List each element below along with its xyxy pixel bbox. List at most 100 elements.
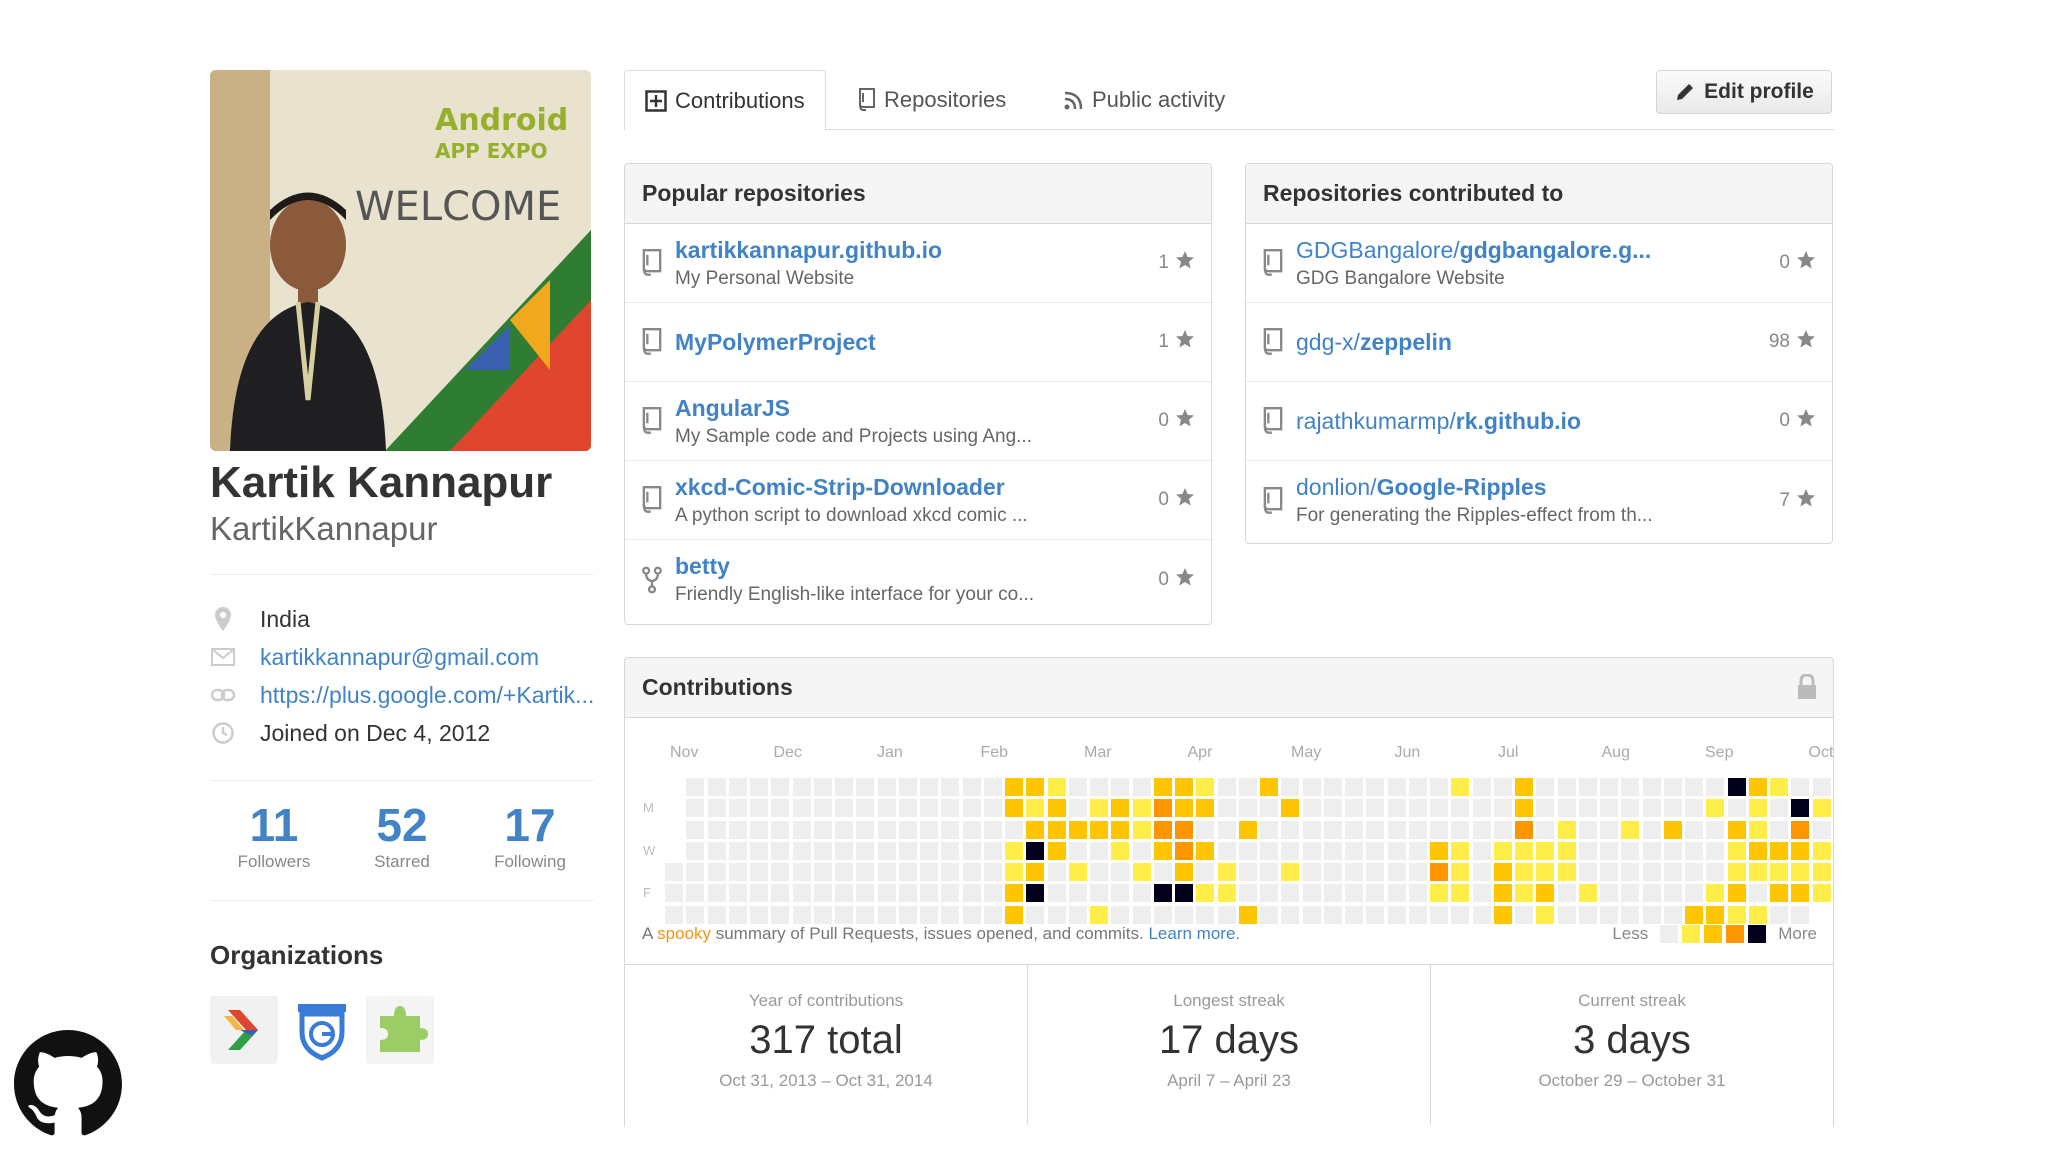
contribution-day[interactable]	[1026, 905, 1045, 924]
contribution-day[interactable]	[1557, 841, 1576, 860]
contribution-day[interactable]	[1090, 778, 1108, 796]
contribution-day[interactable]	[1812, 841, 1831, 860]
contribution-day[interactable]	[835, 905, 853, 924]
contribution-day[interactable]	[728, 841, 747, 860]
contribution-day[interactable]	[1302, 884, 1321, 903]
contribution-day[interactable]	[1323, 820, 1342, 839]
contribution-day[interactable]	[1260, 863, 1278, 881]
contribution-day[interactable]	[1260, 841, 1278, 860]
contribution-day[interactable]	[1175, 884, 1193, 903]
contribution-day[interactable]	[1706, 841, 1725, 860]
contribution-day[interactable]	[771, 841, 790, 860]
contribution-day[interactable]	[792, 778, 811, 796]
contribution-day[interactable]	[707, 863, 726, 881]
contribution-day[interactable]	[1196, 841, 1215, 860]
contribution-day[interactable]	[983, 820, 1002, 839]
contribution-day[interactable]	[1153, 778, 1172, 796]
contribution-day[interactable]	[1068, 905, 1087, 924]
contribution-day[interactable]	[665, 884, 683, 903]
contribution-day[interactable]	[1387, 799, 1406, 818]
contribution-day[interactable]	[728, 863, 747, 881]
contribution-day[interactable]	[728, 905, 747, 924]
contribution-day[interactable]	[1430, 863, 1448, 881]
contribution-day[interactable]	[941, 778, 960, 796]
contribution-day[interactable]	[1578, 863, 1597, 881]
contribution-day[interactable]	[1748, 863, 1767, 881]
contribution-day[interactable]	[1132, 863, 1151, 881]
contribution-day[interactable]	[1430, 841, 1448, 860]
contribution-day[interactable]	[1323, 778, 1342, 796]
org-avatar-gdg-shield[interactable]	[288, 996, 356, 1064]
contribution-day[interactable]	[1451, 799, 1470, 818]
contribution-day[interactable]	[1111, 841, 1130, 860]
repo-link[interactable]: xkcd-Comic-Strip-Downloader	[675, 474, 1211, 501]
contribution-day[interactable]	[1451, 778, 1470, 796]
contribution-day[interactable]	[1238, 905, 1257, 924]
contribution-day[interactable]	[1111, 778, 1130, 796]
contribution-day[interactable]	[1557, 820, 1576, 839]
contribution-day[interactable]	[1451, 863, 1470, 881]
repo-row[interactable]: xkcd-Comic-Strip-Downloader A python scri…	[625, 461, 1211, 540]
contribution-day[interactable]	[1068, 799, 1087, 818]
contribution-day[interactable]	[1196, 799, 1215, 818]
contribution-day[interactable]	[1366, 778, 1385, 796]
contribution-day[interactable]	[792, 820, 811, 839]
contribution-day[interactable]	[1600, 778, 1618, 796]
contribution-day[interactable]	[1685, 841, 1703, 860]
contribution-day[interactable]	[1748, 884, 1767, 903]
contribution-day[interactable]	[1727, 820, 1746, 839]
contribution-day[interactable]	[1153, 820, 1172, 839]
contribution-day[interactable]	[1472, 820, 1491, 839]
repo-link[interactable]: GDGBangalore/gdgbangalore.g...	[1296, 237, 1832, 264]
contribution-day[interactable]	[1600, 884, 1618, 903]
contribution-day[interactable]	[1175, 905, 1193, 924]
contribution-day[interactable]	[1302, 820, 1321, 839]
repo-row[interactable]: rajathkumarmp/rk.github.io 0	[1246, 382, 1832, 461]
contribution-day[interactable]	[1238, 820, 1257, 839]
org-avatar-puzzle[interactable]	[366, 996, 434, 1064]
contribution-day[interactable]	[1791, 841, 1810, 860]
contribution-day[interactable]	[771, 778, 790, 796]
contribution-day[interactable]	[1557, 863, 1576, 881]
contribution-day[interactable]	[1408, 905, 1427, 924]
contribution-day[interactable]	[1345, 778, 1363, 796]
contribution-day[interactable]	[1302, 905, 1321, 924]
contribution-day[interactable]	[771, 905, 790, 924]
contribution-day[interactable]	[1706, 799, 1725, 818]
contribution-day[interactable]	[1026, 863, 1045, 881]
contribution-day[interactable]	[1196, 778, 1215, 796]
contribution-day[interactable]	[1812, 820, 1831, 839]
contribution-day[interactable]	[1281, 778, 1300, 796]
contribution-day[interactable]	[1238, 884, 1257, 903]
contribution-day[interactable]	[941, 841, 960, 860]
contribution-day[interactable]	[835, 863, 853, 881]
contribution-day[interactable]	[1090, 884, 1108, 903]
contribution-day[interactable]	[728, 778, 747, 796]
contribution-day[interactable]	[962, 905, 981, 924]
contribution-day[interactable]	[1047, 905, 1066, 924]
contribution-day[interactable]	[1090, 799, 1108, 818]
contribution-day[interactable]	[941, 863, 960, 881]
contribution-day[interactable]	[1068, 863, 1087, 881]
contribution-day[interactable]	[1345, 841, 1363, 860]
contribution-day[interactable]	[1621, 799, 1640, 818]
contribution-day[interactable]	[856, 884, 875, 903]
repo-link[interactable]: MyPolymerProject	[675, 329, 1211, 356]
contribution-day[interactable]	[1515, 863, 1533, 881]
contribution-day[interactable]	[941, 905, 960, 924]
contribution-day[interactable]	[1047, 820, 1066, 839]
contribution-day[interactable]	[877, 820, 896, 839]
contribution-day[interactable]	[1068, 820, 1087, 839]
contribution-day[interactable]	[1663, 905, 1682, 924]
contribution-day[interactable]	[1260, 778, 1278, 796]
contribution-day[interactable]	[1196, 863, 1215, 881]
contribution-day[interactable]	[962, 863, 981, 881]
contribution-day[interactable]	[1706, 905, 1725, 924]
contribution-day[interactable]	[1387, 905, 1406, 924]
contribution-day[interactable]	[1748, 778, 1767, 796]
contribution-day[interactable]	[1323, 863, 1342, 881]
contribution-day[interactable]	[1493, 884, 1512, 903]
contribution-day[interactable]	[962, 841, 981, 860]
contribution-day[interactable]	[1685, 799, 1703, 818]
contribution-day[interactable]	[920, 884, 938, 903]
